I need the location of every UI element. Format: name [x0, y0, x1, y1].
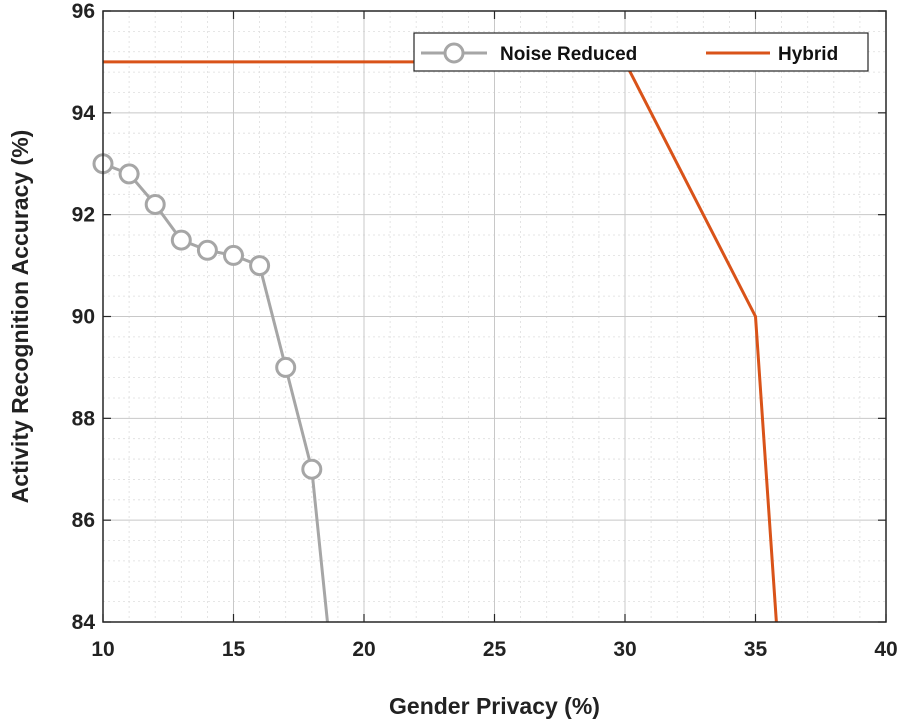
data-point-noise-reduced: [196, 239, 218, 261]
y-axis-label: Activity Recognition Accuracy (%): [7, 130, 33, 504]
x-tick-label: 35: [744, 638, 768, 661]
data-point-noise-reduced: [249, 255, 271, 277]
data-point-noise-reduced: [301, 458, 323, 480]
data-point-noise-reduced: [144, 193, 166, 215]
legend: Noise Reduced Hybrid: [413, 32, 869, 72]
y-tick-label: 86: [72, 509, 95, 532]
legend-label-hybrid: Hybrid: [778, 44, 838, 65]
y-tick-label: 84: [72, 611, 96, 634]
x-tick-label: 40: [874, 638, 897, 661]
y-tick-label: 90: [72, 306, 95, 329]
data-point-noise-reduced: [275, 356, 297, 378]
legend-box: [413, 32, 869, 72]
data-point-noise-reduced: [170, 229, 192, 251]
data-point-noise-reduced: [118, 163, 140, 185]
y-tick-label: 94: [72, 102, 96, 125]
x-tick-label: 30: [613, 638, 636, 661]
x-tick-label: 25: [483, 638, 507, 661]
legend-marker-noise-reduced: [443, 42, 465, 64]
y-tick-label: 88: [72, 407, 96, 430]
grid: [102, 10, 887, 623]
series-layer: [92, 60, 778, 623]
y-tick-label: 96: [72, 0, 95, 23]
x-tick-label: 15: [222, 638, 246, 661]
legend-label-noise-reduced: Noise Reduced: [500, 44, 637, 65]
x-axis-label: Gender Privacy (%): [389, 693, 600, 719]
ticks: 10 15 20 25 30 35 40 84 86 88 90 92 94 96: [72, 0, 898, 661]
data-point-noise-reduced: [223, 244, 244, 266]
x-tick-label: 20: [352, 638, 375, 661]
y-tick-label: 92: [72, 204, 95, 227]
series-line-hybrid: [103, 60, 778, 623]
series-line-noise-reduced: [102, 162, 329, 623]
x-tick-label: 10: [91, 638, 114, 661]
